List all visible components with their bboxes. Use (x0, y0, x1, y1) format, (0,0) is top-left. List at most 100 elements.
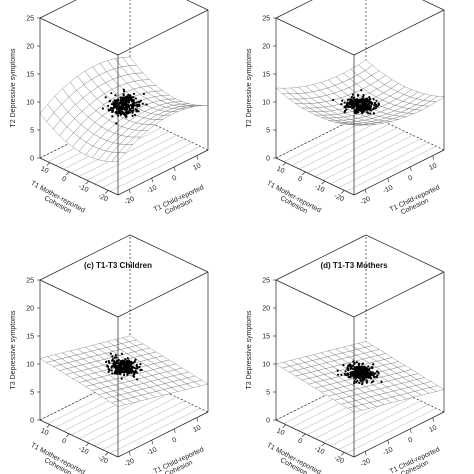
data-point (120, 352, 124, 355)
data-point (364, 106, 367, 109)
data-point (134, 358, 137, 361)
floor-line (299, 123, 390, 170)
x-tick-mark (46, 162, 50, 166)
y-tick-mark (364, 451, 367, 456)
y-tick-mark (151, 178, 154, 183)
data-point (129, 94, 132, 97)
data-point (361, 362, 364, 365)
z-tick-label: 5 (30, 390, 34, 397)
data-point (357, 100, 360, 103)
data-point (355, 101, 358, 104)
data-point (122, 359, 126, 362)
y-tick-mark (196, 155, 199, 160)
data-point (132, 361, 135, 364)
z-tick-label: 10 (262, 362, 270, 369)
data-point (370, 109, 373, 112)
surface-facet (122, 56, 137, 66)
data-point (119, 98, 122, 102)
data-point (375, 105, 378, 108)
data-point (372, 98, 375, 101)
data-point (137, 110, 140, 113)
surface-mesh (275, 341, 445, 413)
data-point (356, 99, 359, 102)
data-point (119, 112, 123, 115)
data-point (354, 104, 357, 107)
data-point (101, 107, 105, 110)
data-point (341, 99, 344, 102)
box-edge-back (39, 374, 131, 421)
data-point (366, 105, 369, 108)
floor-line (102, 404, 193, 450)
data-point (370, 381, 373, 384)
y-tick-label: 10 (192, 162, 202, 172)
y-tick-mark (196, 417, 199, 422)
data-point (134, 107, 137, 111)
data-point (120, 110, 123, 113)
data-point (112, 101, 115, 104)
data-point (362, 94, 365, 97)
data-point (358, 376, 362, 379)
data-point (107, 109, 111, 112)
data-point (133, 104, 137, 107)
y-tick-mark (173, 428, 176, 433)
data-point (131, 111, 134, 114)
floor-line (110, 408, 201, 454)
y-tick-mark (128, 451, 131, 456)
data-point (366, 97, 369, 100)
data-point (370, 373, 373, 376)
data-point (131, 105, 135, 108)
data-point (127, 363, 130, 366)
data-point (350, 96, 354, 99)
data-point (132, 375, 136, 378)
data-point (348, 376, 351, 379)
x-tick-mark (46, 424, 50, 428)
data-point (375, 99, 378, 102)
y-tick-mark (409, 428, 412, 433)
data-point (124, 358, 127, 361)
box-edge (39, 17, 119, 56)
data-point (138, 365, 141, 369)
data-point (135, 101, 138, 104)
surface-facet (358, 59, 373, 71)
data-point (109, 108, 112, 112)
data-point (121, 99, 124, 102)
data-point (134, 369, 137, 373)
data-point (124, 106, 128, 109)
data-point (368, 101, 371, 104)
y-tick-label: -10 (146, 184, 158, 195)
box-edge (117, 271, 209, 318)
box-edge (353, 271, 445, 318)
data-point (120, 363, 123, 366)
data-point (132, 99, 135, 102)
z-axis-label: T2 Depressive symptoms (246, 48, 253, 127)
data-point (372, 112, 375, 115)
z-tick-label: 20 (26, 306, 34, 313)
panel-b-plot: 0 5 10 15 20 25 T2 Depressive symptoms 10 0 -10 -2… (246, 0, 445, 216)
box-edge-back (39, 112, 131, 159)
y-tick-mark (432, 155, 435, 160)
box-edge (39, 234, 131, 281)
floor-line (94, 138, 185, 185)
data-point (356, 370, 359, 373)
data-point (351, 367, 355, 371)
data-point (119, 96, 123, 99)
floor-line (330, 138, 421, 185)
x-tick-label: -20 (333, 455, 345, 466)
data-point (115, 359, 118, 362)
data-point (365, 368, 368, 371)
data-point (350, 373, 353, 376)
y-tick-label: -10 (382, 446, 394, 457)
box-edge (117, 9, 209, 56)
panel-d-plot: 0 5 10 15 20 25 T3 Depressive symptoms 10 0 -10 -2… (246, 234, 445, 474)
data-point (111, 106, 114, 110)
z-axis-label: T2 Depressive symptoms (10, 48, 17, 127)
box-edge (39, 157, 119, 196)
data-point (131, 114, 134, 117)
box-edge (353, 149, 445, 196)
x-tick-mark (302, 433, 306, 438)
x-tick-mark (302, 171, 306, 176)
data-point (139, 99, 142, 102)
panel-d-title: (d) T1-T3 Mothers (320, 261, 388, 270)
data-point (361, 97, 364, 100)
data-point (362, 110, 366, 113)
